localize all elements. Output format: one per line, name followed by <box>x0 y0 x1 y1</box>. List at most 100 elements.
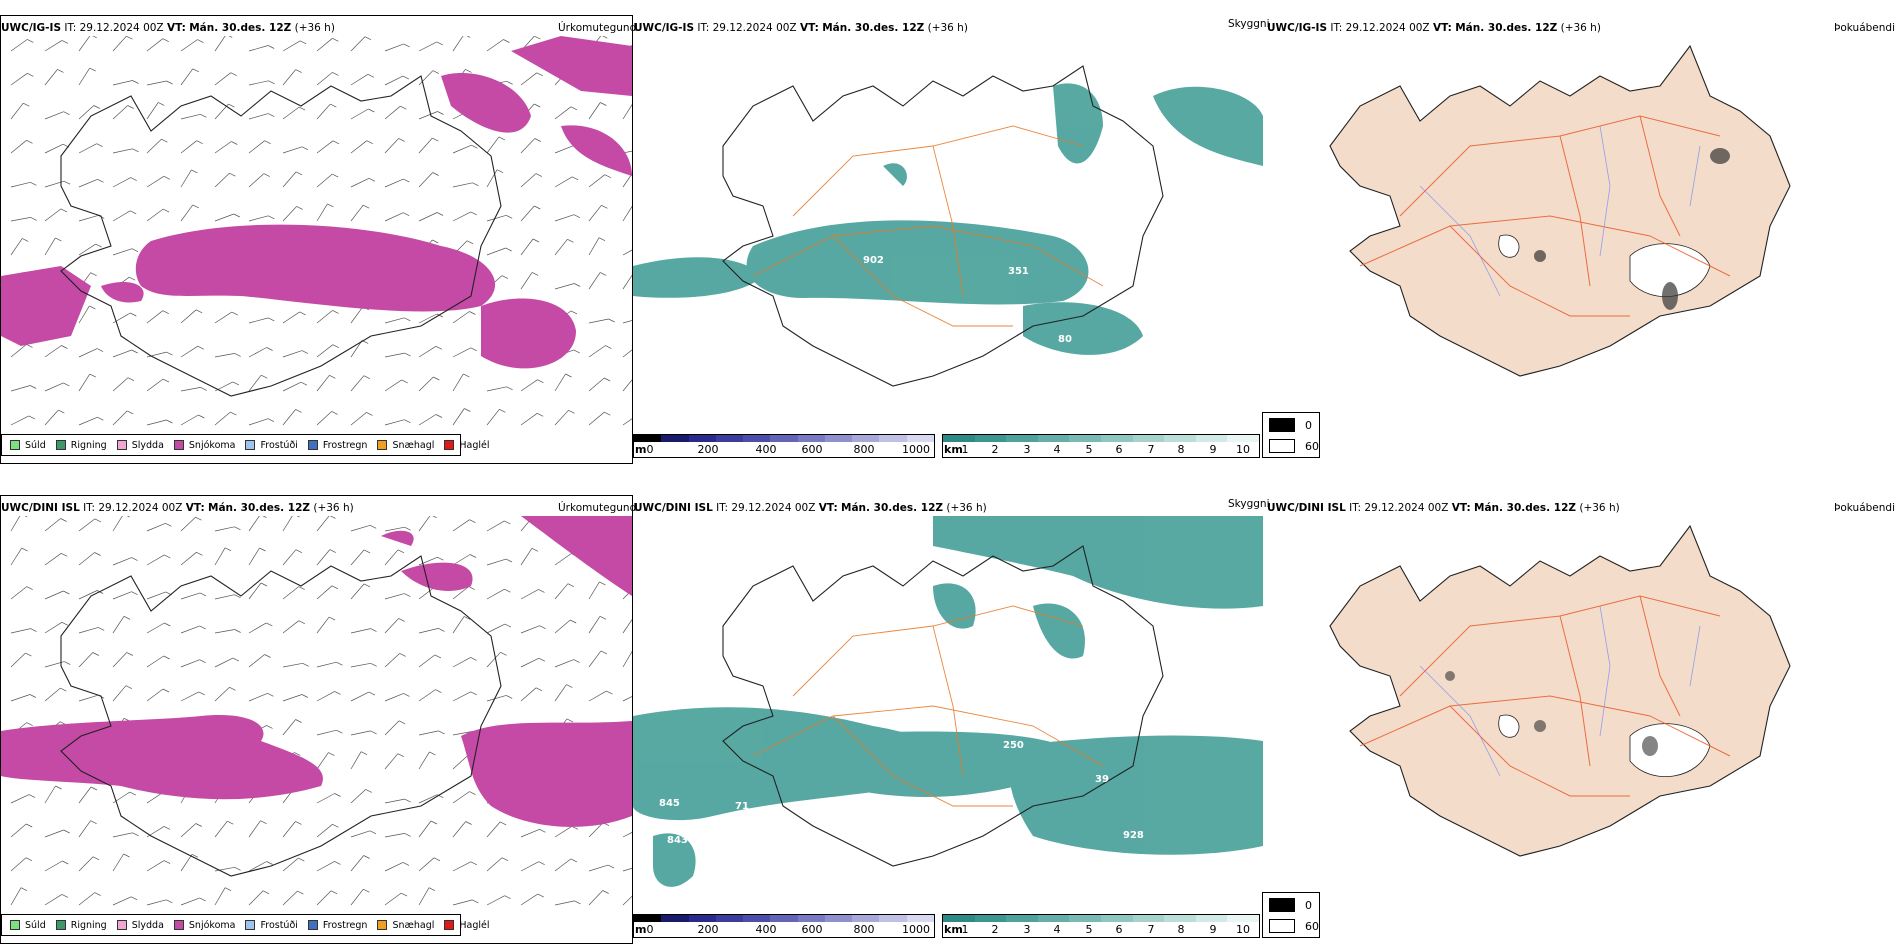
wind-barb-flag <box>298 106 306 111</box>
wind-barb <box>282 694 303 702</box>
wind-barb-flag <box>199 592 207 597</box>
wind-barb <box>214 866 235 872</box>
wind-barb-flag <box>468 586 475 590</box>
wind-barb-flag <box>565 373 572 378</box>
wind-barb <box>350 74 369 86</box>
wind-barb-flag <box>364 36 372 41</box>
wind-barb-flag <box>538 589 545 593</box>
wind-barb <box>282 146 303 154</box>
wind-barb <box>214 141 232 154</box>
wind-barb <box>554 145 574 154</box>
wind-barb-flag <box>55 785 62 790</box>
wind-barb-flag <box>365 789 372 793</box>
wind-barb <box>248 692 268 702</box>
wind-barb <box>520 138 536 154</box>
wind-barb <box>418 556 438 566</box>
wind-barb <box>44 69 58 86</box>
wind-barb-flag <box>234 594 241 599</box>
wind-barb <box>418 70 434 86</box>
wind-barb <box>350 36 366 52</box>
wind-barb <box>452 36 464 52</box>
wind-barb-flag <box>535 687 543 692</box>
wind-barb <box>10 857 27 872</box>
wind-barb <box>214 547 226 566</box>
wind-barb-flag <box>298 857 305 862</box>
visibility-value-label: 843 <box>667 835 688 846</box>
wind-barb-flag <box>229 686 236 691</box>
wind-barb <box>418 172 433 188</box>
wind-barb <box>384 720 400 736</box>
wind-barb <box>146 419 167 426</box>
wind-barb-flag <box>161 138 168 143</box>
wind-barb-flag <box>266 622 273 627</box>
wind-barb <box>316 549 331 566</box>
wind-barb-flag <box>429 751 436 756</box>
wind-barb <box>112 685 127 702</box>
wind-barb <box>146 138 162 154</box>
wind-barb-flag <box>60 208 68 213</box>
panel-header: UWC/DINI ISL IT: 29.12.2024 00Z VT: Mán.… <box>634 502 987 514</box>
wind-barb-flag <box>531 272 539 276</box>
wind-barb-flag <box>198 414 205 419</box>
wind-barb-flag <box>231 311 238 316</box>
wind-barb <box>384 379 402 392</box>
wind-barb-flag <box>363 583 371 588</box>
wind-barb-flag <box>436 313 443 318</box>
fog-legend: 0 60 <box>1262 892 1320 938</box>
wind-barb-flag <box>605 345 612 349</box>
wind-barb-flag <box>363 888 370 893</box>
wind-barb-flag <box>506 695 513 699</box>
wind-barb <box>384 138 399 154</box>
wind-barb <box>180 345 198 358</box>
wind-barb-flag <box>332 37 339 42</box>
wind-barb-flag <box>132 80 139 84</box>
wind-barb-flag <box>463 616 471 620</box>
wind-barb <box>452 347 471 358</box>
wind-barb-flag <box>332 344 339 349</box>
wind-barb-flag <box>264 140 271 145</box>
wind-barb-flag <box>298 586 305 590</box>
wind-barb-flag <box>404 526 411 531</box>
wind-barb-flag <box>262 890 270 895</box>
wind-barb-flag <box>327 203 334 208</box>
wind-barb <box>622 379 632 392</box>
wind-barb <box>112 148 133 154</box>
wind-barb-flag <box>268 113 275 117</box>
wind-barb <box>622 349 632 358</box>
wind-barb <box>180 552 197 566</box>
wind-barb-flag <box>90 786 98 791</box>
wind-barb <box>112 377 129 392</box>
field-title-visibility: Skyggni <box>1228 498 1270 510</box>
wind-barb-flag <box>334 861 341 865</box>
wind-barb-flag <box>26 823 33 828</box>
wind-barb <box>316 585 333 600</box>
wind-barb-flag <box>404 593 411 597</box>
wind-barb <box>520 72 538 86</box>
wind-barb-flag <box>27 39 34 43</box>
wind-barb-flag <box>25 652 32 657</box>
wind-barb <box>554 214 575 222</box>
wind-barb <box>316 38 333 52</box>
wind-barb-flag <box>163 860 171 864</box>
wind-barb <box>486 588 505 600</box>
wind-barb-flag <box>89 305 96 310</box>
wind-barb <box>554 900 575 906</box>
legend-swatch <box>307 440 318 450</box>
wind-barb <box>78 627 99 634</box>
wind-barb <box>588 205 602 222</box>
wind-barb <box>588 411 605 426</box>
wind-barb <box>520 861 539 872</box>
wind-barb <box>180 823 197 838</box>
wind-barb <box>180 897 200 906</box>
wind-barb-flag <box>197 39 204 43</box>
wind-barb <box>350 306 364 324</box>
wind-barb <box>622 249 632 256</box>
wind-barb-flag <box>130 210 137 215</box>
wind-barb-flag <box>398 720 406 725</box>
wind-barb-flag <box>567 583 575 588</box>
legend-swatch <box>444 440 455 450</box>
wind-barb-flag <box>126 652 133 656</box>
wind-barb-flag <box>363 204 370 209</box>
wind-barb-flag <box>126 516 130 518</box>
wind-barb-flag <box>268 215 275 220</box>
